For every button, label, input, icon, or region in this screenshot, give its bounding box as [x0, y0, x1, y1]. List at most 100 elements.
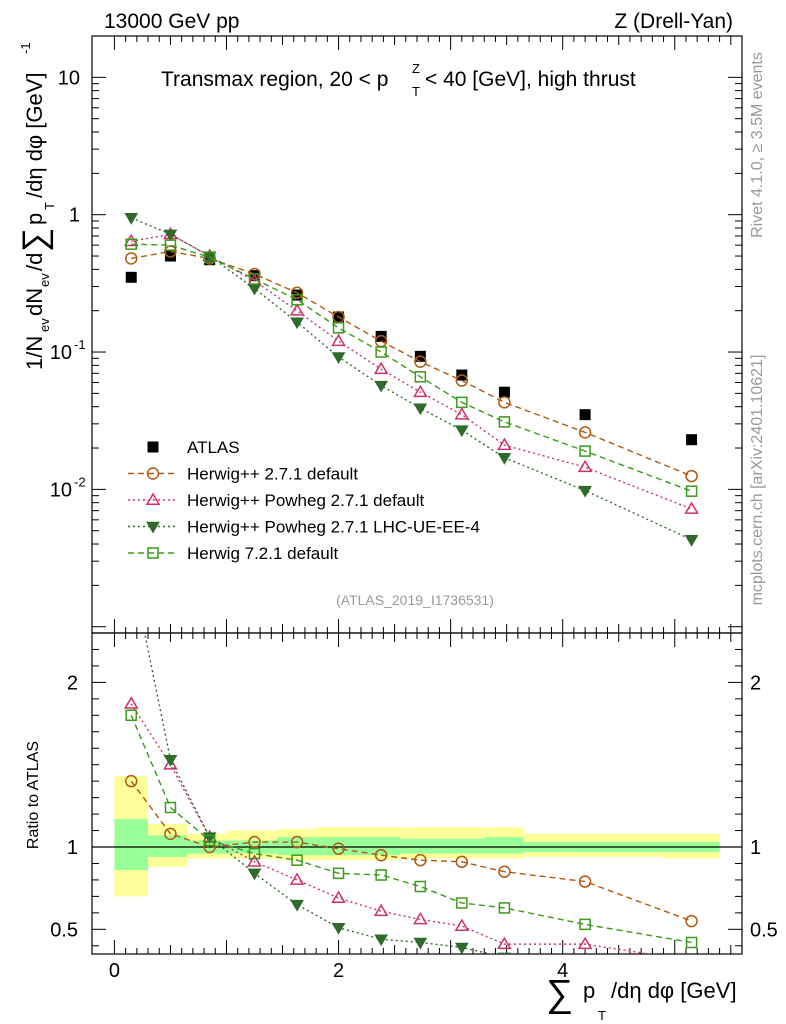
uncertainty-band-green	[439, 838, 485, 854]
series-4-line	[131, 243, 692, 492]
ratio-series-0-point	[164, 827, 177, 841]
ratio-series-3-point	[414, 880, 427, 893]
ratio-series-1-point	[123, 696, 139, 709]
ratio-y-tick-label: 2	[67, 672, 78, 694]
ratio-series-0-point	[332, 842, 345, 855]
series-0-point	[579, 409, 591, 421]
svg-text:Transmax region, 20 < p: Transmax region, 20 < p	[161, 68, 388, 91]
svg-text:dN: dN	[22, 288, 47, 316]
ratio-bands	[92, 776, 742, 897]
ratio-series-2-point	[125, 563, 137, 573]
ratio-series-3-point	[375, 869, 387, 881]
svg-text:/dη dφ [GeV]: /dη dφ [GeV]	[22, 72, 47, 198]
series-3-point	[413, 403, 428, 416]
header-right-label: Z (Drell-Yan)	[614, 10, 733, 33]
svg-text:p: p	[583, 978, 595, 1003]
main-title: Transmax region, 20 < p Z T < 40 [GeV], …	[161, 61, 636, 99]
main-y-axis-label: 1/N ev dN ev /d ∑ p T /dη dφ [GeV] -1	[16, 42, 57, 370]
ratio-series-0-point	[685, 914, 698, 928]
ratio-y-tick-label-right: 0.5	[750, 919, 778, 941]
series-3-point	[497, 453, 512, 465]
svg-text:/d: /d	[22, 253, 47, 271]
svg-text:T: T	[412, 84, 420, 99]
svg-text:< 40 [GeV], high thrust: < 40 [GeV], high thrust	[425, 68, 636, 91]
series-4-point	[291, 294, 303, 306]
ratio-y-axis-label: Ratio to ATLAS	[25, 741, 42, 849]
series-4-point	[248, 273, 261, 285]
uncertainty-band-green	[316, 837, 361, 856]
svg-text:ev: ev	[37, 318, 52, 332]
series-4-point	[164, 239, 177, 251]
ratio-series-1-point	[691, 953, 693, 954]
series-0-point	[686, 434, 698, 446]
series-4-point	[125, 238, 137, 250]
series-1-line	[131, 250, 692, 477]
ratio-series-3-point	[125, 709, 137, 722]
series-0-point	[498, 386, 510, 398]
ratio-y-tick-label: 0.5	[50, 919, 78, 941]
svg-text:p: p	[22, 213, 47, 225]
ratio-series-3-point	[685, 936, 698, 949]
series-3-line	[130, 217, 692, 541]
legend-label: Herwig 7.2.1 default	[187, 544, 338, 563]
series-2-point	[684, 501, 699, 514]
ratio-series-1-point	[289, 872, 305, 885]
header-left-label: 13000 GeV pp	[104, 10, 239, 33]
legend-marker	[146, 467, 160, 480]
svg-text:/dη dφ [GeV]: /dη dφ [GeV]	[611, 978, 737, 1003]
series-2-point	[413, 384, 428, 398]
ratio-series-2-point	[290, 899, 304, 912]
legend-label: Herwig++ Powheg 2.7.1 default	[187, 491, 424, 510]
series-4-point	[414, 371, 427, 383]
ratio-series-0-point	[498, 865, 511, 878]
series-4-point	[203, 251, 216, 263]
svg-text:Z: Z	[412, 61, 420, 76]
series-0-point	[164, 250, 176, 262]
ratio-series-3-point	[332, 867, 345, 880]
ratio-series-1-line	[130, 703, 654, 954]
ratio-series-3-line	[130, 715, 692, 944]
series-4-point	[579, 445, 591, 457]
series-2-point	[577, 459, 593, 473]
svg-text:1/N: 1/N	[22, 336, 47, 370]
legend-label: Herwig++ 2.7.1 default	[187, 465, 358, 484]
uncertainty-band-green	[360, 837, 401, 856]
series-3-point	[454, 425, 469, 438]
series-3-point	[374, 380, 389, 393]
svg-text:T: T	[598, 1008, 606, 1023]
series-3-point	[124, 213, 139, 225]
ratio-series-1-point	[497, 936, 512, 950]
ratio-y-tick-label-right: 2	[750, 672, 761, 694]
uncertainty-band-green	[114, 819, 149, 871]
series-4-point	[685, 485, 698, 497]
ratio-series-3-point	[164, 801, 177, 814]
uncertainty-band-green	[484, 837, 524, 854]
series-3-point	[290, 317, 304, 330]
uncertainty-band-green	[276, 837, 317, 856]
series-2-point	[497, 437, 512, 451]
svg-text:∑: ∑	[546, 973, 573, 1015]
series-2-point	[289, 303, 305, 316]
ratio-series-2-point	[454, 942, 469, 954]
rivet-version-label: Rivet 4.1.0, ≥ 3.5M events	[749, 52, 766, 238]
series-3-point	[163, 229, 178, 242]
series-0-point	[125, 271, 137, 283]
legend-marker	[147, 441, 159, 453]
series-4-point	[375, 346, 387, 358]
series-1-point	[124, 252, 138, 265]
main-y-tick-label: 10	[50, 479, 72, 501]
series-2-point	[454, 407, 470, 420]
series-1-point	[414, 355, 427, 368]
legend: ATLAS Herwig++ 2.7.1 default Herwig++ Powh…	[128, 438, 480, 563]
legend-label: ATLAS	[187, 438, 240, 457]
ratio-series-2-point	[579, 961, 591, 971]
svg-text:ev: ev	[37, 273, 52, 287]
svg-text:∑: ∑	[16, 228, 54, 252]
x-tick-label: 4	[557, 960, 568, 982]
ratio-series-1-point	[413, 911, 428, 925]
series-3-point	[684, 535, 699, 547]
series-1-point	[685, 469, 698, 483]
ratio-series-3-point	[579, 918, 591, 931]
